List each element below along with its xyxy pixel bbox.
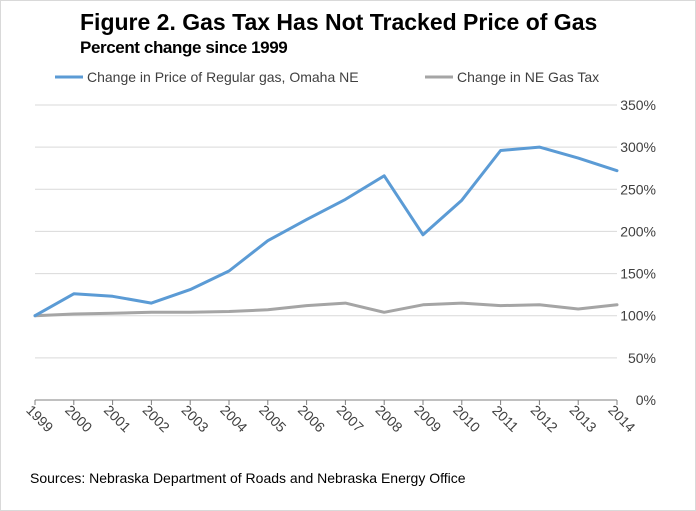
x-tick-label: 2003 <box>178 402 211 435</box>
x-tick-label: 2014 <box>605 402 638 435</box>
y-tick-label: 50% <box>628 350 656 366</box>
x-tick-label: 2004 <box>217 402 250 435</box>
x-tick-label: 2013 <box>566 402 599 435</box>
x-tick-label: 2005 <box>256 402 289 435</box>
chart-title: Figure 2. Gas Tax Has Not Tracked Price … <box>80 9 598 35</box>
x-tick-label: 2009 <box>411 402 444 435</box>
x-tick-label: 1999 <box>23 402 56 435</box>
x-tick-label: 2008 <box>372 402 405 435</box>
chart-subtitle: Percent change since 1999 <box>80 38 288 57</box>
x-tick-label: 2007 <box>334 402 367 435</box>
x-tick-label: 2000 <box>62 402 95 435</box>
x-tick-label: 2010 <box>450 402 483 435</box>
source-note: Sources: Nebraska Department of Roads an… <box>30 470 466 486</box>
legend-label: Change in Price of Regular gas, Omaha NE <box>87 69 359 85</box>
x-tick-label: 2006 <box>295 402 328 435</box>
y-tick-label: 150% <box>620 266 656 282</box>
x-tick-label: 2012 <box>528 402 561 435</box>
series-line <box>33 301 619 318</box>
series-line <box>33 145 619 318</box>
y-tick-label: 100% <box>620 308 656 324</box>
x-tick-label: 2001 <box>101 402 134 435</box>
y-tick-label: 350% <box>620 97 656 113</box>
y-tick-label: 250% <box>620 181 656 197</box>
x-tick-label: 2011 <box>489 402 522 435</box>
y-tick-label: 0% <box>636 392 656 408</box>
x-tick-label: 2002 <box>140 402 173 435</box>
y-tick-label: 200% <box>620 223 656 239</box>
y-tick-label: 300% <box>620 139 656 155</box>
legend-label: Change in NE Gas Tax <box>457 69 599 85</box>
